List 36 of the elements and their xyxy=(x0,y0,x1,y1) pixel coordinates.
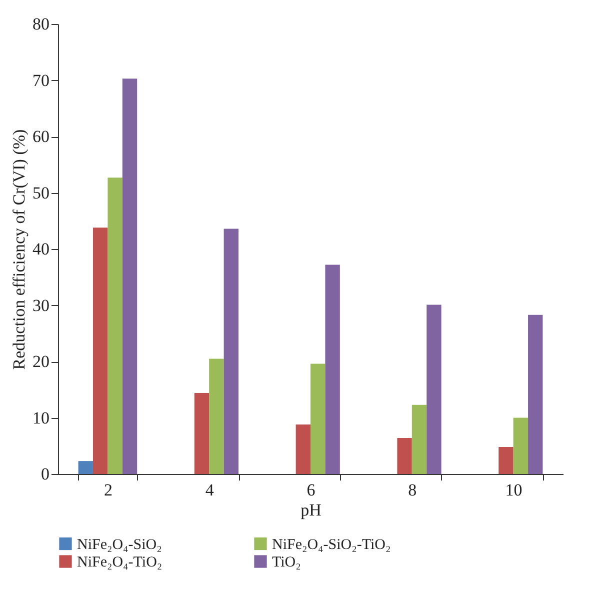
y-tick-label: 60 xyxy=(32,127,50,146)
bar xyxy=(397,438,412,474)
x-tick-label: 8 xyxy=(408,480,417,500)
x-tick-label: 10 xyxy=(505,480,522,500)
bar xyxy=(325,264,340,474)
y-tick-label: 70 xyxy=(32,70,50,90)
bar xyxy=(528,314,543,474)
bar xyxy=(209,358,224,474)
bar xyxy=(296,424,310,474)
bar xyxy=(122,78,138,474)
y-tick-label: 80 xyxy=(32,14,50,34)
y-tick-label: 40 xyxy=(32,240,50,258)
y-tick-label: 10 xyxy=(32,408,50,428)
bar xyxy=(224,228,238,474)
legend-label: NiFe₂O₄-SiO₂ xyxy=(77,536,162,553)
bar xyxy=(498,447,514,474)
y-tick-label: 20 xyxy=(32,352,50,371)
x-tick-label: 6 xyxy=(306,480,316,500)
y-axis-title: Reduction efficiency of Cr(VI) (%) xyxy=(10,129,28,370)
bar xyxy=(310,364,326,474)
x-axis-title: pH xyxy=(300,500,322,520)
bar xyxy=(426,304,442,474)
bar xyxy=(92,228,108,474)
legend-label: NiFe₂O₄-SiO₂-TiO₂ xyxy=(272,536,391,553)
y-tick-label: 50 xyxy=(32,183,50,202)
bar xyxy=(194,393,210,474)
bar xyxy=(513,418,528,474)
legend-label: TiO₂ xyxy=(272,554,301,570)
x-tick-label: 2 xyxy=(104,480,112,500)
bar xyxy=(108,178,122,474)
bar xyxy=(412,404,427,474)
legend-label: NiFe₂O₄-TiO₂ xyxy=(77,554,162,570)
y-tick-label: 30 xyxy=(32,296,50,315)
bar xyxy=(78,461,93,474)
y-tick-label: 0 xyxy=(41,464,50,484)
x-tick-label: 4 xyxy=(205,480,214,500)
